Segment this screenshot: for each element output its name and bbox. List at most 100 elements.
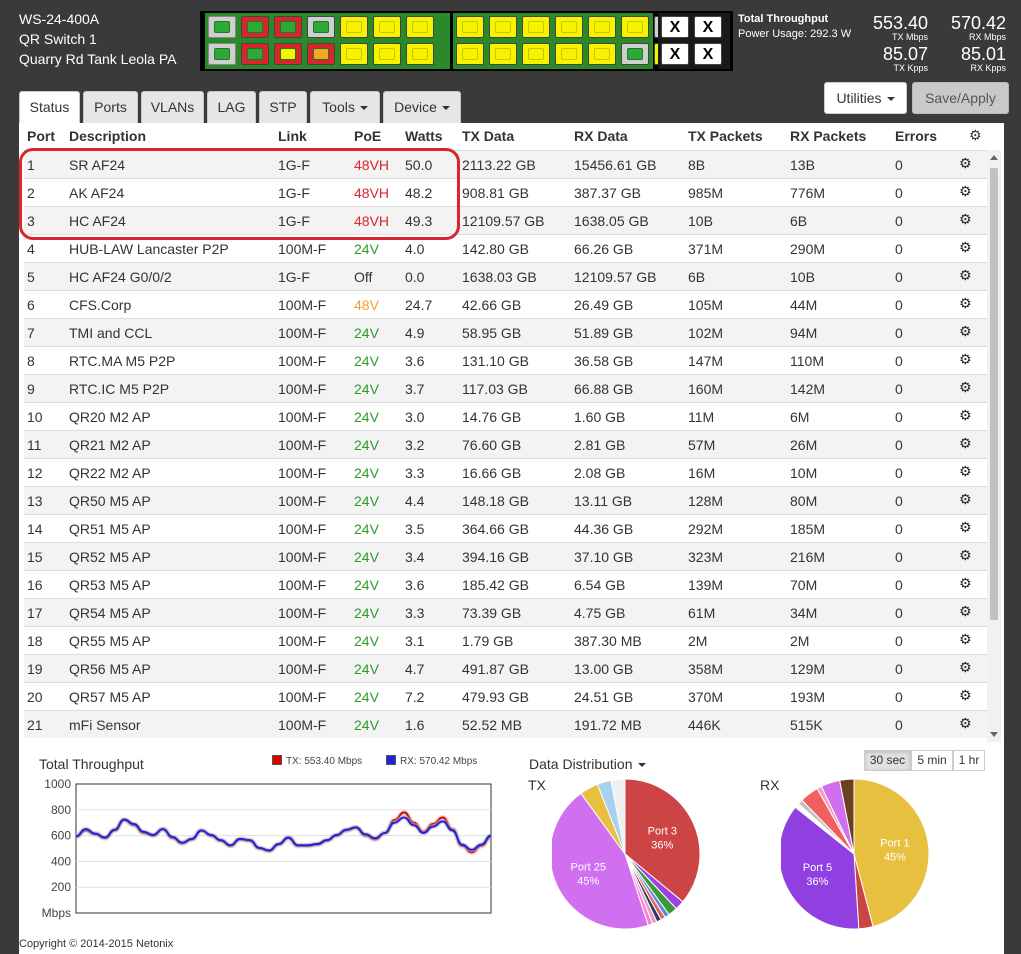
port-indicator[interactable]	[456, 16, 484, 38]
port-indicator[interactable]	[555, 43, 583, 65]
gear-icon[interactable]: ⚙	[959, 323, 972, 339]
port-indicator[interactable]	[406, 16, 434, 38]
port-indicator[interactable]	[621, 43, 649, 65]
gear-icon[interactable]: ⚙	[959, 631, 972, 647]
port-indicator[interactable]	[307, 16, 335, 38]
gear-icon[interactable]: ⚙	[959, 687, 972, 703]
gear-icon[interactable]: ⚙	[959, 155, 972, 171]
tab-status[interactable]: Status	[19, 91, 80, 124]
tx-kpps-stat: 85.07 TX Kpps	[852, 45, 928, 73]
range-1hr-button[interactable]: 1 hr	[953, 750, 985, 771]
gear-icon[interactable]: ⚙	[959, 435, 972, 451]
port-indicator[interactable]	[489, 16, 517, 38]
gear-icon[interactable]: ⚙	[959, 715, 972, 731]
tab-vlans[interactable]: VLANs	[141, 91, 204, 123]
throughput-chart-title: Total Throughput	[39, 756, 144, 772]
port-indicator[interactable]	[621, 16, 649, 38]
port-indicator[interactable]	[340, 43, 368, 65]
rx-pie-slice[interactable]	[839, 778, 855, 855]
port-indicator[interactable]	[373, 16, 401, 38]
gear-icon[interactable]: ⚙	[959, 603, 972, 619]
table-row: 20 QR57 M5 AP 100M-F 24V 7.2 479.93 GB 24.51 G…	[24, 683, 987, 711]
gear-icon[interactable]: ⚙	[969, 127, 982, 143]
poe-watts: 4.9	[405, 325, 425, 341]
col-rx-data[interactable]: RX Data	[574, 128, 628, 144]
port-indicator[interactable]	[456, 43, 484, 65]
range-30sec-button[interactable]: 30 sec	[864, 750, 911, 771]
link-speed: 100M-F	[278, 325, 327, 341]
col-tx-data[interactable]: TX Data	[462, 128, 515, 144]
port-indicator[interactable]	[208, 43, 236, 65]
port-indicator[interactable]	[373, 43, 401, 65]
range-5min-button[interactable]: 5 min	[911, 750, 953, 771]
link-speed: 1G-F	[278, 157, 310, 173]
gear-icon[interactable]: ⚙	[959, 295, 972, 311]
gear-icon[interactable]: ⚙	[959, 463, 972, 479]
col-port[interactable]: Port	[27, 128, 55, 144]
gear-icon[interactable]: ⚙	[959, 211, 972, 227]
port-indicator[interactable]	[555, 16, 583, 38]
port-indicator[interactable]	[522, 43, 550, 65]
port-indicator[interactable]	[274, 16, 302, 38]
tx-pie-slice[interactable]	[624, 778, 701, 903]
col-rx-packets[interactable]: RX Packets	[790, 128, 867, 144]
tab-ports[interactable]: Ports	[83, 91, 138, 123]
gear-icon[interactable]: ⚙	[959, 239, 972, 255]
col-link[interactable]: Link	[278, 128, 307, 144]
port-indicator[interactable]	[522, 16, 550, 38]
scroll-up-icon[interactable]	[990, 155, 998, 160]
tab-stp[interactable]: STP	[259, 91, 307, 123]
port-indicator[interactable]	[340, 16, 368, 38]
gear-icon[interactable]: ⚙	[959, 183, 972, 199]
errors: 0	[895, 241, 903, 257]
col-tx-packets[interactable]: TX Packets	[688, 128, 763, 144]
sfp-port-disabled[interactable]: X	[694, 43, 722, 65]
data-distribution-title: Data Distribution	[529, 756, 633, 772]
col-errors[interactable]: Errors	[895, 128, 938, 144]
tab-tools[interactable]: Tools	[310, 91, 380, 123]
poe-watts: 48.2	[405, 185, 433, 201]
data-distribution-dropdown[interactable]: Data Distribution	[529, 756, 646, 772]
sfp-port-disabled[interactable]: X	[661, 16, 689, 38]
col-watts[interactable]: Watts	[405, 128, 443, 144]
gear-icon[interactable]: ⚙	[959, 491, 972, 507]
port-indicator[interactable]	[208, 16, 236, 38]
port-indicator[interactable]	[588, 16, 616, 38]
port-indicator[interactable]	[489, 43, 517, 65]
gear-icon[interactable]: ⚙	[959, 379, 972, 395]
ethernet-port-icon	[346, 21, 362, 33]
tx-pie-slice[interactable]	[610, 778, 626, 855]
gear-icon[interactable]: ⚙	[959, 407, 972, 423]
port-indicator[interactable]	[588, 43, 616, 65]
col-poe[interactable]: PoE	[354, 128, 382, 144]
gear-icon[interactable]: ⚙	[959, 659, 972, 675]
col-description[interactable]: Description	[69, 128, 147, 144]
sfp-port-disabled[interactable]: X	[694, 16, 722, 38]
gear-icon[interactable]: ⚙	[959, 519, 972, 535]
gear-icon[interactable]: ⚙	[959, 267, 972, 283]
rx-slice-percent: 36%	[806, 876, 828, 888]
tx-pie-slice[interactable]	[552, 792, 649, 930]
tx-mbps-label: TX Mbps	[891, 32, 928, 42]
gear-icon[interactable]: ⚙	[959, 575, 972, 591]
utilities-button[interactable]: Utilities	[824, 82, 907, 114]
utilities-button-label: Utilities	[836, 90, 882, 106]
port-indicator[interactable]	[241, 16, 269, 38]
port-indicator[interactable]	[274, 43, 302, 65]
sfp-port-disabled[interactable]: X	[661, 43, 689, 65]
gear-icon[interactable]: ⚙	[959, 351, 972, 367]
port-indicator[interactable]	[406, 43, 434, 65]
save-apply-button[interactable]: Save/Apply	[912, 82, 1009, 114]
gear-icon[interactable]: ⚙	[959, 547, 972, 563]
rx-pie-slice[interactable]	[853, 778, 930, 928]
tab-lag[interactable]: LAG	[207, 91, 256, 123]
ethernet-port-icon	[561, 21, 577, 33]
scroll-down-icon[interactable]	[990, 732, 998, 737]
port-indicator[interactable]	[307, 43, 335, 65]
table-scrollbar[interactable]	[987, 150, 1001, 742]
tab-device[interactable]: Device	[383, 91, 461, 123]
port-indicator[interactable]	[241, 43, 269, 65]
scroll-thumb[interactable]	[990, 168, 998, 620]
rx-pie-slice[interactable]	[781, 806, 860, 930]
tx-data: 14.76 GB	[462, 409, 522, 425]
